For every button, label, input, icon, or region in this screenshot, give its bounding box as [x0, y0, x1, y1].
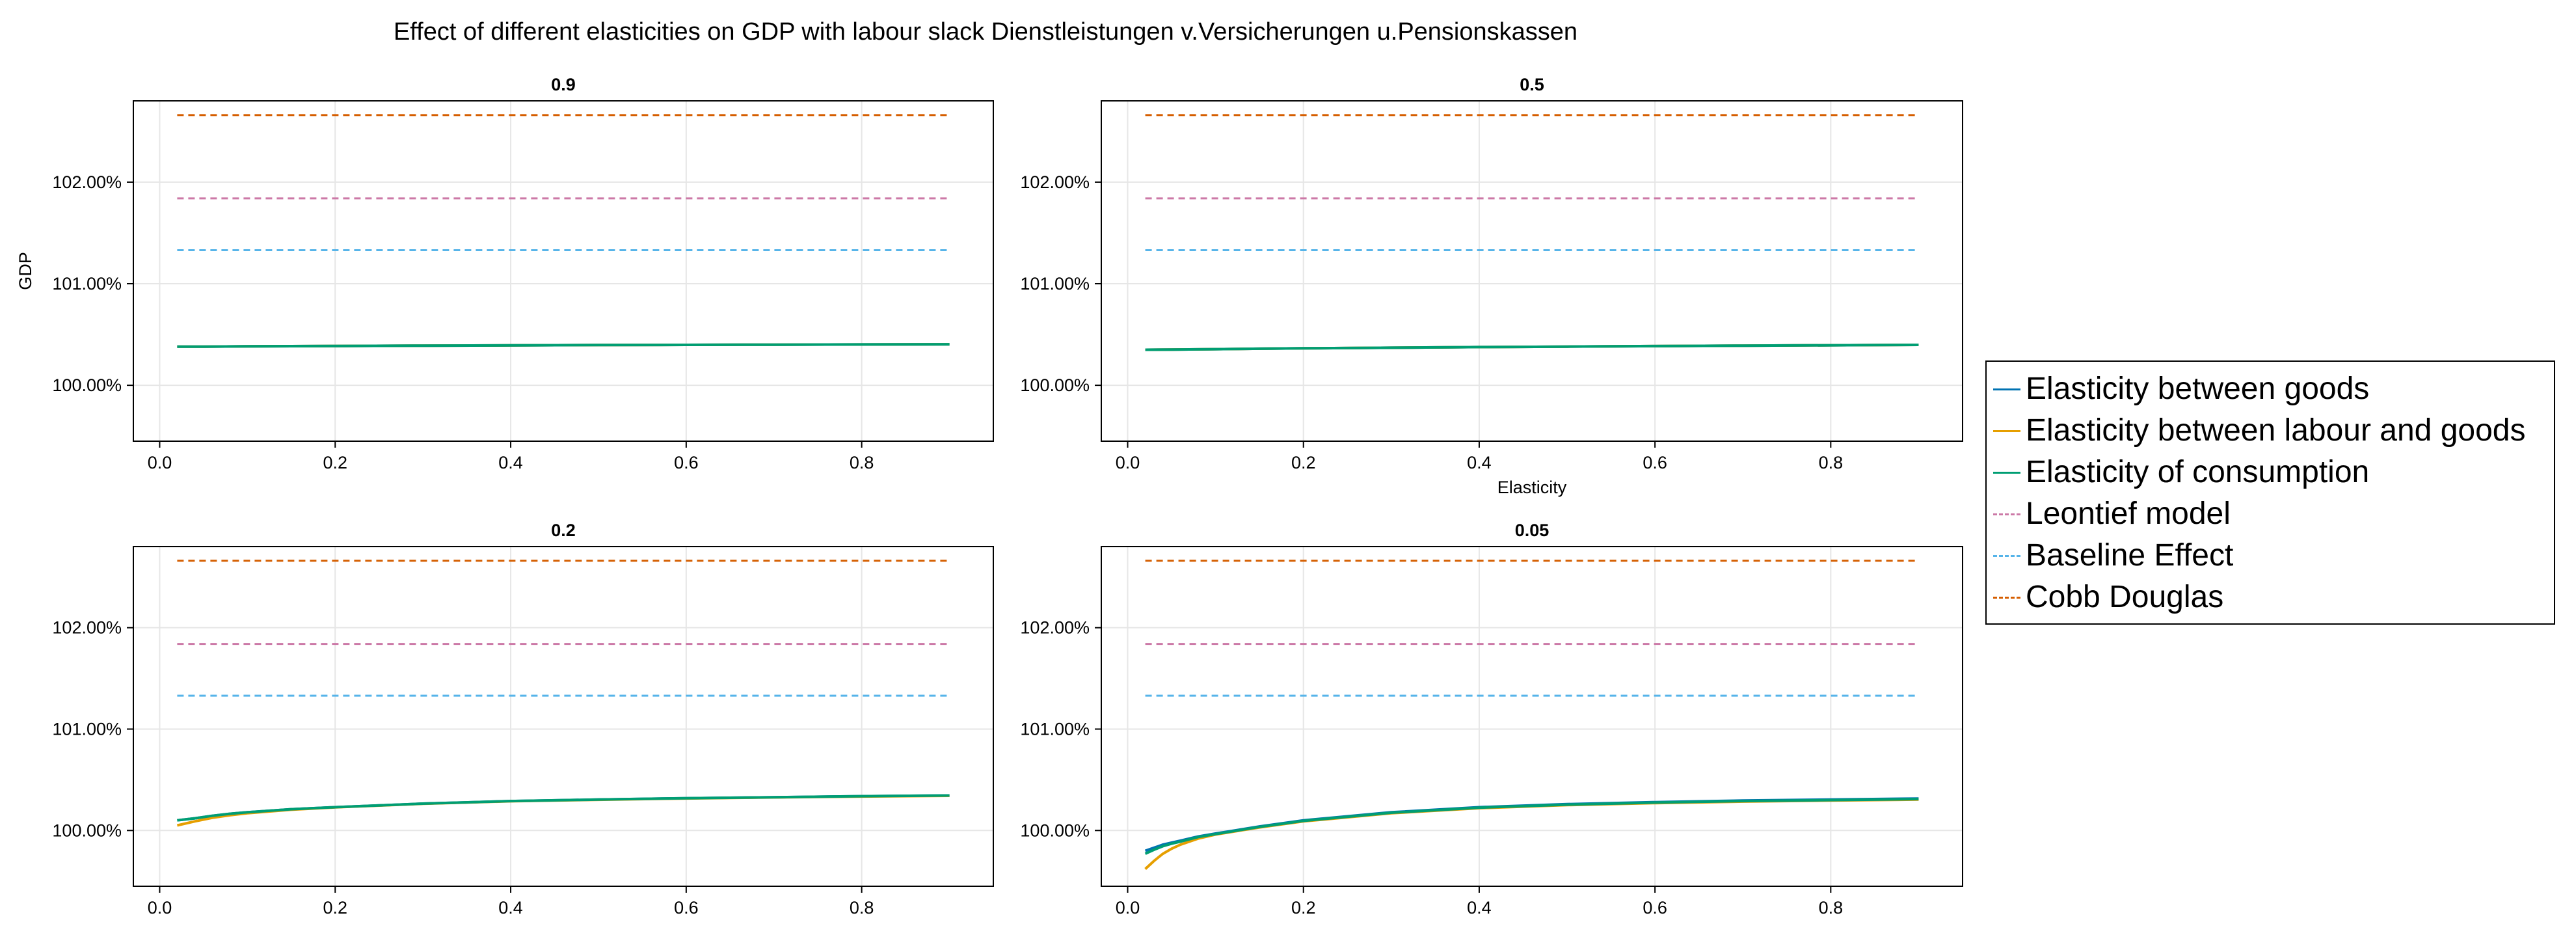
legend-item-goods: Elasticity between goods: [1993, 370, 2369, 409]
panel-4-xtick-label-1: 0.2: [1291, 898, 1316, 917]
panel-3-xtick-label-1: 0.2: [323, 898, 347, 917]
panel-4-title: 0.05: [1515, 521, 1550, 540]
panel-1-ylabel: GDP: [16, 252, 35, 290]
legend-item-baseline: Baseline Effect: [1993, 536, 2233, 575]
panel-4-series-labour_goods: [1144, 798, 1919, 870]
panel-2-frame: [1101, 100, 1963, 442]
panel-2-xtick-label-4: 0.8: [1819, 453, 1844, 472]
panel-1-ytick-label-0: 100.00%: [52, 375, 122, 395]
legend-swatch-baseline: [1993, 554, 2020, 557]
panel-3-xtick-label-4: 0.8: [850, 898, 874, 917]
legend-label-goods: Elasticity between goods: [2026, 372, 2370, 406]
legend-label-labour-goods: Elasticity between labour and goods: [2026, 413, 2526, 448]
panel-1-xtick-label-1: 0.2: [323, 453, 347, 472]
panel-2-ytick-label-1: 101.00%: [1020, 274, 1090, 293]
legend-label-leontief: Leontief model: [2026, 496, 2231, 531]
legend-swatch-leontief: [1993, 513, 2020, 515]
figure-title: Effect of different elasticities on GDP …: [393, 18, 1578, 46]
panel-3-ytick-label-0: 100.00%: [52, 821, 122, 840]
legend-item-labour-goods: Elasticity between labour and goods: [1993, 411, 2526, 450]
legend-label-cobb-douglas: Cobb Douglas: [2026, 580, 2224, 614]
panel-2-xtick-label-0: 0.0: [1116, 453, 1140, 472]
panel-3-xtick-label-3: 0.6: [674, 898, 699, 917]
panel-4-series-consumption: [1144, 798, 1919, 855]
plots-canvas: 0.0 0.2 0.4 0.6 0.8 100.00% 101.00% 102.00% 0.9 G…: [16, 75, 1963, 917]
legend-swatch-consumption: [1993, 471, 2020, 474]
legend-swatch-cobb-douglas: [1993, 596, 2020, 599]
panel-1-xtick-label-4: 0.8: [850, 453, 874, 472]
panel-3-xtick-label-2: 0.4: [498, 898, 523, 917]
panel-4-ytick-label-2: 102.00%: [1020, 618, 1090, 638]
panel-2-ytick-label-0: 100.00%: [1020, 375, 1090, 395]
panel-1-xtick-label-0: 0.0: [148, 453, 172, 472]
legend-swatch-goods: [1993, 388, 2020, 390]
panel-4-xtick-label-0: 0.0: [1116, 898, 1140, 917]
panel-4-xtick-label-2: 0.4: [1467, 898, 1492, 917]
panel-2-xtick-label-1: 0.2: [1291, 453, 1316, 472]
panel-3-ytick-label-1: 101.00%: [52, 719, 122, 739]
legend-item-consumption: Elasticity of consumption: [1993, 453, 2369, 492]
panel-2-xtick-label-2: 0.4: [1467, 453, 1492, 472]
panel-3-frame: [133, 546, 994, 887]
legend-swatch-labour-goods: [1993, 429, 2020, 432]
panel-3-ytick-label-2: 102.00%: [52, 618, 122, 638]
legend: Elasticity between goods Elasticity betw…: [1985, 360, 2555, 625]
panel-4-frame: [1101, 546, 1963, 887]
panel-2-xtick-label-3: 0.6: [1643, 453, 1667, 472]
panel-1-xtick-label-3: 0.6: [674, 453, 699, 472]
legend-label-baseline: Baseline Effect: [2026, 538, 2234, 573]
panel-1-frame: [133, 100, 994, 442]
panel-3-title: 0.2: [551, 521, 576, 540]
panel-2-xlabel: Elasticity: [1497, 478, 1567, 497]
legend-item-leontief: Leontief model: [1993, 495, 2231, 534]
panel-4-xtick-label-3: 0.6: [1643, 898, 1667, 917]
panel-2-title: 0.5: [1520, 75, 1544, 94]
panel-3-series-consumption: [177, 794, 950, 822]
panel-1-xtick-label-2: 0.4: [498, 453, 523, 472]
legend-label-consumption: Elasticity of consumption: [2026, 455, 2370, 489]
panel-1-series-consumption: [177, 343, 950, 348]
legend-item-cobb-douglas: Cobb Douglas: [1993, 578, 2223, 617]
panel-1-ytick-label-2: 102.00%: [52, 172, 122, 192]
panel-1-ytick-label-1: 101.00%: [52, 274, 122, 293]
panel-2-ytick-label-2: 102.00%: [1020, 172, 1090, 192]
panel-3-xtick-label-0: 0.0: [148, 898, 172, 917]
panel-4-xtick-label-4: 0.8: [1819, 898, 1844, 917]
panel-4-ytick-label-1: 101.00%: [1020, 719, 1090, 739]
panel-1-title: 0.9: [551, 75, 576, 94]
panel-4-ytick-label-0: 100.00%: [1020, 821, 1090, 840]
panel-2-series-consumption: [1145, 344, 1919, 351]
